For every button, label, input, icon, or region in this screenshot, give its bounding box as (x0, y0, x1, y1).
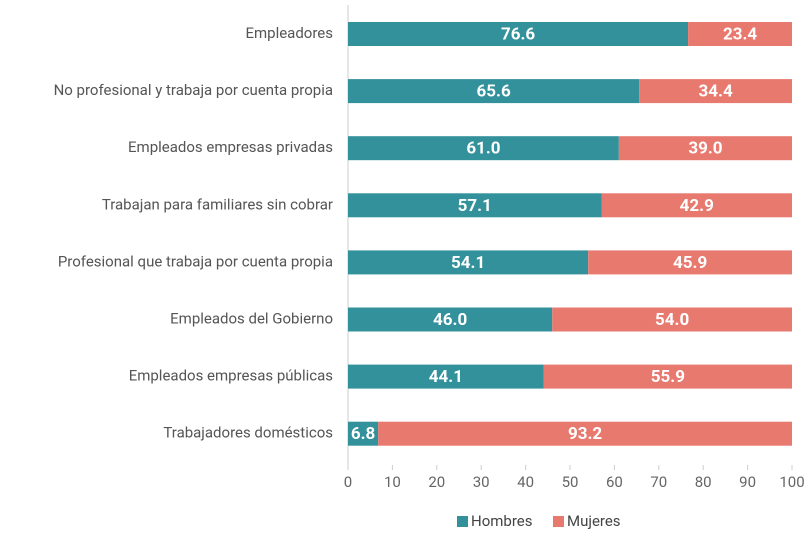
value-label: 39.0 (688, 139, 722, 159)
bar-segment (348, 307, 553, 332)
x-tick-label: 80 (695, 473, 712, 491)
bar-segment (588, 250, 792, 275)
bar-segment (348, 364, 544, 389)
y-tick-label: Trabajan para familiares sin cobrar (102, 195, 333, 213)
y-tick-label: Empleados empresas privadas (128, 138, 333, 156)
value-label: 76.6 (501, 24, 535, 44)
x-tick-label: 30 (473, 473, 490, 491)
x-tick-label: 40 (517, 473, 534, 491)
legend-label: Hombres (471, 512, 532, 530)
value-label: 45.9 (673, 253, 707, 273)
bar-segment (348, 193, 602, 218)
value-label: 44.1 (429, 367, 463, 387)
value-label: 93.2 (568, 424, 602, 444)
x-tick-label: 50 (562, 473, 579, 491)
value-label: 34.4 (699, 82, 733, 102)
value-label: 54.1 (451, 253, 485, 273)
bar-segment (688, 22, 792, 46)
x-tick-label: 90 (739, 473, 756, 491)
x-tick-label: 60 (606, 473, 623, 491)
bar-segment (601, 193, 792, 218)
legend-swatch (553, 516, 564, 527)
value-label: 6.8 (351, 424, 375, 444)
value-label: 61.0 (466, 139, 500, 159)
value-label: 55.9 (651, 367, 685, 387)
x-tick-label: 20 (428, 473, 445, 491)
y-tick-label: Profesional que trabaja por cuenta propi… (58, 252, 333, 270)
bar-segment (348, 250, 589, 275)
value-label: 42.9 (680, 196, 714, 216)
bar-segment (348, 136, 619, 161)
bar-segment (348, 79, 640, 104)
y-tick-label: No profesional y trabaja por cuenta prop… (54, 81, 333, 99)
y-tick-label: Trabajadores domésticos (163, 424, 333, 442)
x-tick-label: 70 (650, 473, 667, 491)
y-tick-label: Empleados empresas públicas (129, 367, 333, 385)
bar-segment (378, 421, 792, 446)
x-tick-label: 10 (384, 473, 401, 491)
x-tick-label: 0 (344, 473, 352, 491)
bar-segment (348, 22, 689, 46)
value-label: 23.4 (723, 24, 757, 44)
x-tick-label: 100 (779, 473, 804, 491)
legend-swatch (457, 516, 468, 527)
bar-segment (639, 79, 792, 104)
bar-segment (543, 364, 792, 389)
bar-segment (348, 421, 379, 446)
value-label: 57.1 (458, 196, 492, 216)
value-label: 65.6 (477, 82, 511, 102)
y-tick-label: Empleadores (245, 24, 333, 42)
bar-segment (552, 307, 792, 332)
value-label: 54.0 (655, 310, 689, 330)
bar-segment (618, 136, 792, 161)
legend-label: Mujeres (567, 512, 621, 530)
y-tick-label: Empleados del Gobierno (170, 309, 333, 327)
value-label: 46.0 (433, 310, 467, 330)
